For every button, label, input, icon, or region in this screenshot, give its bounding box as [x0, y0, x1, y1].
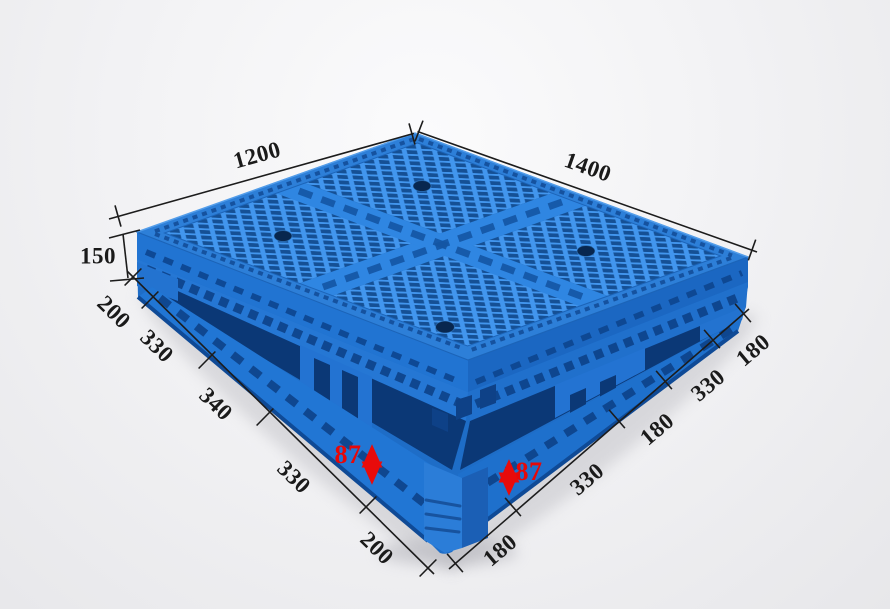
- right-grid-row: [468, 282, 748, 421]
- dim-line-1400: [414, 120, 758, 261]
- dim-line-bottom-left: [124, 267, 437, 578]
- pallet-top-deck: [135, 132, 750, 361]
- dim-label-150: 150: [80, 243, 116, 269]
- dim-line-bottom-right: [446, 303, 752, 573]
- corner-block-holes: [432, 384, 496, 432]
- dim-label-87-left: 87: [334, 440, 362, 469]
- left-corner-leg: [137, 262, 178, 301]
- base-height-arrows: [361, 444, 520, 496]
- dim-label-87-right: 87: [515, 457, 543, 486]
- right-corner-leg: [700, 306, 746, 341]
- dim-line-150: [108, 229, 145, 282]
- deck-runner-bands: [262, 178, 623, 312]
- dim-line-1200: [108, 123, 416, 227]
- left-grid-row: [137, 259, 468, 421]
- corner-foot: [424, 462, 488, 553]
- deck-vent-holes: [273, 180, 596, 334]
- left-deck-edge-face: [137, 232, 468, 392]
- dimension-lines: [108, 120, 758, 578]
